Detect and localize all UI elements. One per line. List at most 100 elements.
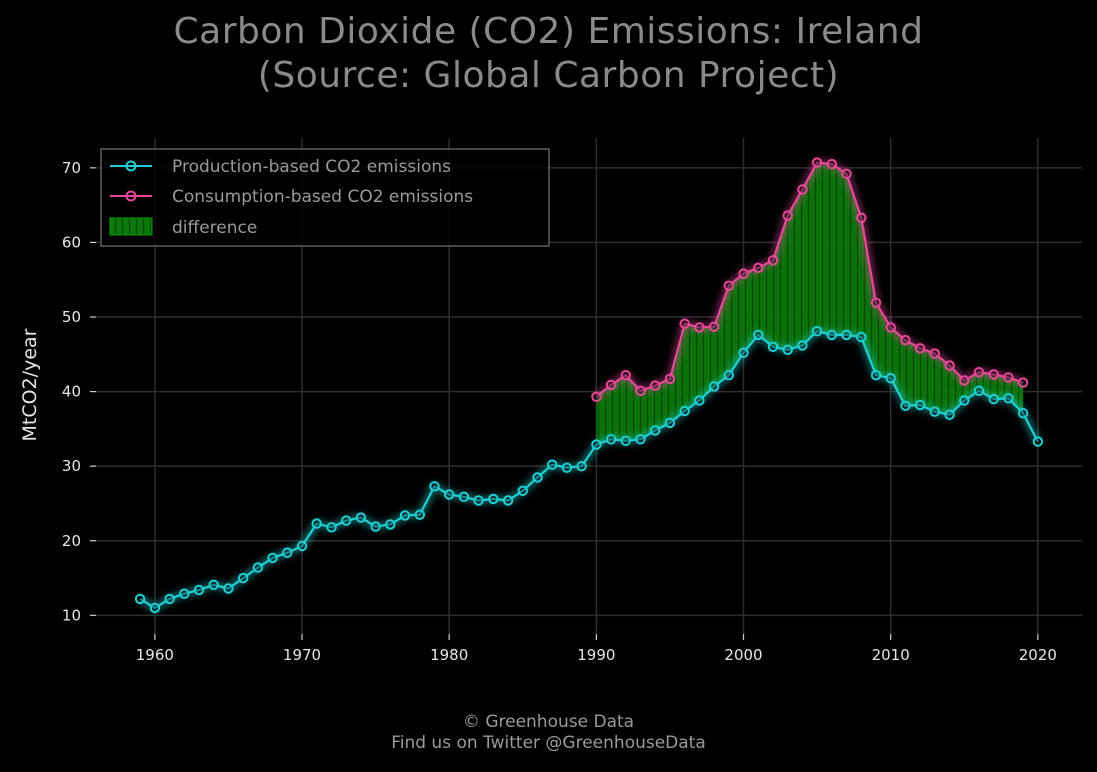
point-production-2011 xyxy=(900,400,911,411)
point-consumption-2011 xyxy=(900,334,911,346)
point-production-2017 xyxy=(988,393,999,405)
footer-copyright: © Greenhouse Data xyxy=(462,712,635,732)
point-production-2018 xyxy=(1003,393,1014,404)
point-production-2019 xyxy=(1017,408,1029,419)
point-production-2007 xyxy=(841,329,852,341)
point-production-2020 xyxy=(1032,436,1044,447)
point-production-1993 xyxy=(635,434,646,445)
point-production-1979 xyxy=(429,481,440,492)
y-tick-label-20: 20 xyxy=(62,532,81,550)
point-production-1971 xyxy=(311,518,322,529)
point-consumption-1991 xyxy=(605,379,617,391)
point-consumption-2014 xyxy=(944,360,955,371)
point-production-1969 xyxy=(282,547,293,558)
legend-label-difference: difference xyxy=(172,218,257,238)
point-production-1992 xyxy=(620,435,631,446)
point-production-2010 xyxy=(885,373,896,384)
point-production-2014 xyxy=(944,409,955,420)
point-consumption-2008 xyxy=(856,212,867,224)
point-production-2013 xyxy=(929,406,940,417)
legend-label-production: Production-based CO2 emissions xyxy=(172,157,451,177)
point-production-1976 xyxy=(385,519,396,530)
x-tick-label-2000: 2000 xyxy=(724,646,762,664)
tick-labels: 1960 1970 1980 1990 2000 2010 2020 10 20 30 40 50 60… xyxy=(62,159,1057,664)
point-production-1968 xyxy=(267,552,278,564)
chart-title: Carbon Dioxide (CO2) Emissions: Ireland … xyxy=(0,10,1097,98)
point-production-2006 xyxy=(826,329,837,341)
point-consumption-1995 xyxy=(664,373,676,385)
series-layer xyxy=(134,157,1044,614)
point-consumption-2002 xyxy=(767,255,779,266)
point-production-1963 xyxy=(193,584,205,596)
point-consumption-2007 xyxy=(841,168,852,180)
point-production-2015 xyxy=(959,395,970,406)
chart-title-line-2: (Source: Global Carbon Project) xyxy=(257,55,840,96)
point-consumption-1999 xyxy=(723,280,734,291)
point-production-2003 xyxy=(782,344,793,355)
point-production-1967 xyxy=(252,562,264,573)
point-consumption-2017 xyxy=(988,369,999,380)
point-production-1986 xyxy=(532,472,543,483)
point-consumption-2019 xyxy=(1017,377,1029,388)
point-consumption-2006 xyxy=(826,158,837,170)
point-consumption-2003 xyxy=(782,210,793,221)
point-production-1982 xyxy=(473,495,484,506)
point-consumption-1998 xyxy=(708,321,720,332)
point-consumption-2016 xyxy=(973,367,985,378)
difference-area xyxy=(596,162,1024,445)
point-consumption-1996 xyxy=(679,318,690,329)
point-production-1995 xyxy=(664,417,676,429)
x-tick-label-1990: 1990 xyxy=(577,646,615,664)
point-production-2012 xyxy=(914,399,926,411)
point-production-1981 xyxy=(458,491,470,502)
y-tick-label-30: 30 xyxy=(62,457,81,475)
point-production-1966 xyxy=(238,572,249,584)
point-production-1964 xyxy=(208,579,219,590)
point-production-1985 xyxy=(517,485,528,496)
x-tick-label-2020: 2020 xyxy=(1019,646,1057,664)
point-consumption-2015 xyxy=(959,375,970,386)
footer: © Greenhouse Data Find us on Twitter @Gr… xyxy=(0,712,1097,754)
legend-label-consumption: Consumption-based CO2 emissions xyxy=(172,187,473,207)
point-production-2002 xyxy=(767,341,779,352)
point-consumption-2001 xyxy=(753,262,764,273)
x-tick-label-1980: 1980 xyxy=(430,646,468,664)
legend-marker-consumption xyxy=(125,190,137,202)
legend-marker-production xyxy=(125,160,137,172)
point-production-1961 xyxy=(164,593,175,605)
point-production-1997 xyxy=(694,395,705,406)
point-consumption-1997 xyxy=(694,322,705,333)
y-tick-label-70: 70 xyxy=(62,159,81,177)
point-production-2004 xyxy=(797,340,808,351)
legend-swatch-difference xyxy=(109,217,153,236)
point-consumption-1994 xyxy=(650,380,661,391)
x-tick-label-1960: 1960 xyxy=(136,646,174,664)
point-production-1990 xyxy=(591,439,602,450)
point-production-1959 xyxy=(134,593,146,605)
y-tick-label-60: 60 xyxy=(62,233,81,251)
y-tick-label-40: 40 xyxy=(62,383,81,401)
difference-fill xyxy=(596,162,1024,445)
point-production-2000 xyxy=(738,347,749,358)
point-production-1970 xyxy=(296,540,308,552)
point-consumption-2010 xyxy=(885,322,896,333)
point-production-1962 xyxy=(179,588,190,599)
point-consumption-2004 xyxy=(797,184,808,195)
point-production-1988 xyxy=(561,462,573,473)
point-production-1960 xyxy=(149,602,161,614)
point-production-1999 xyxy=(723,370,734,381)
point-consumption-2000 xyxy=(738,268,749,279)
chart-title-line-1: Carbon Dioxide (CO2) Emissions: Ireland xyxy=(173,11,924,52)
point-production-1973 xyxy=(341,515,352,526)
legend: Production-based CO2 emissions Consumpti… xyxy=(100,148,550,247)
point-production-2008 xyxy=(856,331,867,343)
point-production-1998 xyxy=(708,381,720,392)
point-consumption-1993 xyxy=(635,385,646,396)
point-production-1991 xyxy=(605,434,617,445)
y-tick-label-10: 10 xyxy=(62,606,81,624)
point-production-2009 xyxy=(870,370,882,381)
point-consumption-2018 xyxy=(1003,372,1014,383)
y-tick-label-50: 50 xyxy=(62,308,81,326)
point-production-1996 xyxy=(679,405,690,417)
point-production-1974 xyxy=(355,512,367,523)
